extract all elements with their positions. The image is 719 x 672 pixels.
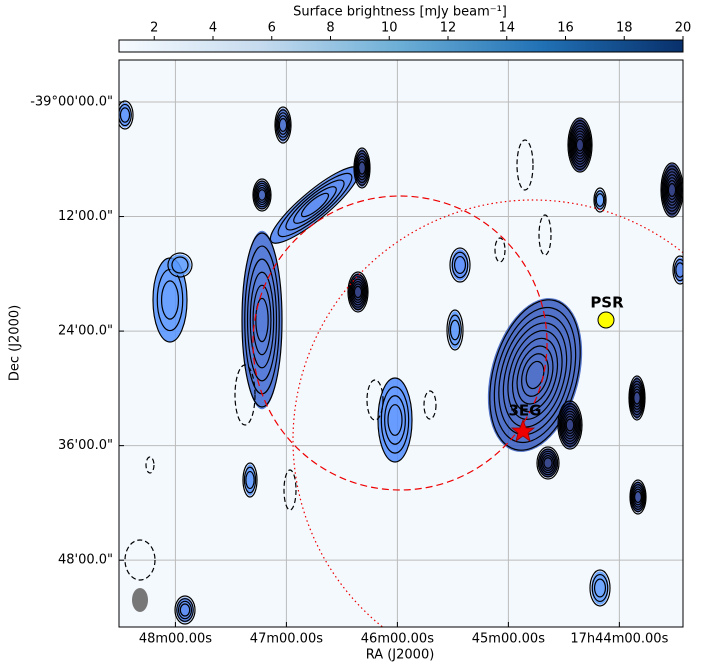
source [348,272,368,312]
colorbar-tick-label: 12 [440,21,457,36]
plot-background [119,60,683,627]
source [378,378,412,462]
source [242,231,282,410]
source [629,376,645,420]
emission [591,571,609,605]
y-tick-label: -39°00'00.0" [30,95,113,110]
source [568,118,592,172]
source [537,447,559,479]
y-tick-label: 36'00.0" [58,438,113,453]
source [450,248,470,282]
source [253,179,271,211]
source [661,163,683,217]
y-tick-label: 12'00.0" [58,209,113,224]
source [630,480,646,514]
colorbar-tick-label: 20 [675,21,692,36]
colorbar-tick-label: 10 [381,21,398,36]
beam [132,588,148,612]
y-tick-label: 48'00.0" [58,553,113,568]
source [590,570,610,606]
colorbar-tick-label: 14 [498,21,515,36]
emission [451,249,469,281]
y-tick-label: 24'00.0" [58,324,113,339]
colorbar [119,40,683,52]
source [175,596,195,624]
colorbar-tick-label: 18 [616,21,633,36]
x-axis-label: RA (J2000) [366,648,435,663]
colorbar-tick-label: 6 [268,21,276,36]
psr-marker [598,312,614,328]
source [558,401,582,449]
source [673,256,687,284]
source [594,188,606,212]
source [243,463,257,497]
source [447,310,463,350]
x-tick-label: 47m00.00s [250,632,323,647]
source [275,107,291,143]
x-tick-label: 45m00.00s [472,632,545,647]
colorbar-label: Surface brightness [mJy beam⁻¹] [293,5,507,20]
chart: Surface brightness [mJy beam⁻¹] PSR 3EG … [0,0,719,668]
colorbar-tick-label: 16 [557,21,574,36]
y-axis-label: Dec (J2000) [8,305,23,381]
x-tick-label: 48m00.00s [139,632,212,647]
x-tick-label: 17h44m00.00s [570,632,668,647]
colorbar-tick-label: 4 [209,21,217,36]
colorbar-tick-label: 8 [326,21,334,36]
x-tick-label: 46m00.00s [361,632,434,647]
source [354,148,370,188]
annotation: 3EG [509,402,542,420]
annotation: PSR [590,294,624,312]
colorbar-tick-label: 2 [150,21,158,36]
